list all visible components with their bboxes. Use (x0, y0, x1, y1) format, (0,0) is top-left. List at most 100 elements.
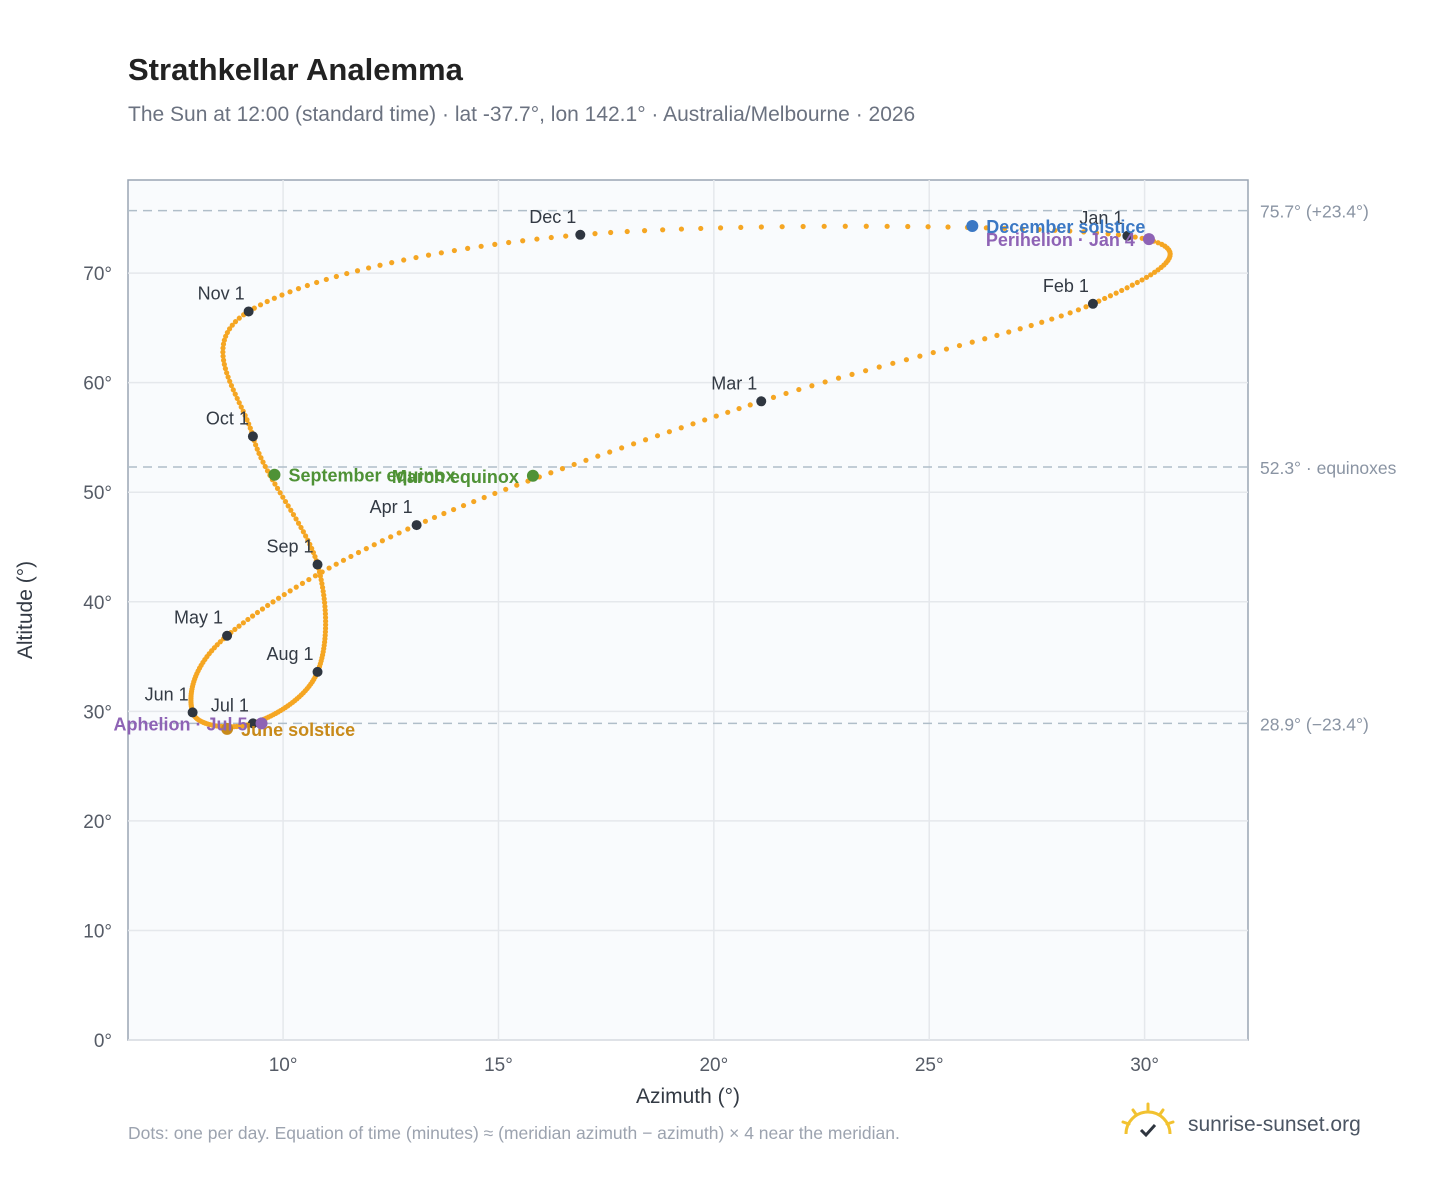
daily-dot (344, 270, 350, 277)
daily-dot (492, 241, 498, 247)
daily-dot (333, 273, 339, 280)
month-label: Dec 1 (529, 207, 576, 227)
daily-dot (287, 588, 293, 594)
daily-dot (312, 553, 318, 560)
month-marker (1122, 230, 1133, 241)
daily-dot (321, 600, 328, 606)
daily-dot (822, 379, 828, 385)
daily-dot (264, 468, 271, 474)
daily-dot (322, 614, 329, 621)
daily-dot (1067, 228, 1073, 234)
daily-dot (254, 446, 260, 452)
daily-dot (413, 254, 419, 261)
daily-dot (340, 557, 347, 563)
daily-dot (254, 609, 261, 616)
month-label: Apr 1 (370, 497, 413, 517)
daily-dot (348, 553, 354, 560)
daily-dot (930, 349, 936, 356)
daily-dot (319, 584, 326, 591)
axes: 10° 15° 20° 25° 30° 0° 10° 20° 30° 40° 50° 60° 70° Az… (14, 264, 1159, 1108)
daily-dot (320, 588, 326, 594)
month-label: Sep 1 (266, 537, 313, 557)
daily-dot (982, 336, 988, 342)
daily-dot (1119, 287, 1125, 294)
daily-dot (1017, 326, 1023, 332)
daily-dot (379, 538, 385, 544)
y-tick-label: 50° (83, 483, 112, 504)
daily-dot (271, 295, 277, 301)
daily-dot (520, 238, 526, 244)
daily-dot (307, 541, 313, 547)
daily-dot (842, 223, 848, 229)
daily-dot (303, 533, 309, 539)
daily-dot (943, 346, 950, 352)
daily-dot (246, 421, 252, 427)
y-tick-label: 40° (83, 593, 112, 614)
daily-dot (631, 441, 637, 447)
daily-dot (1049, 316, 1055, 322)
daily-dot (678, 425, 684, 431)
daily-dot (280, 494, 286, 500)
month-marker (243, 306, 254, 317)
daily-dot (300, 529, 306, 535)
month-label: Mar 1 (711, 373, 757, 393)
y-tick-label: 30° (83, 702, 112, 723)
daily-dot (713, 413, 719, 419)
daily-dot (258, 455, 264, 461)
daily-dot (796, 386, 802, 393)
month-marker (247, 431, 258, 442)
daily-dot (229, 322, 235, 328)
daily-dot (232, 626, 238, 632)
daily-dot (717, 225, 724, 231)
daily-dot (624, 228, 630, 235)
y-tick-label: 70° (83, 264, 112, 285)
footnote: Dots: one per day. Equation of time (min… (128, 1123, 900, 1143)
daily-dot (983, 225, 989, 231)
daily-dot (322, 603, 328, 610)
daily-dot (377, 262, 383, 268)
daily-dot (323, 276, 329, 283)
event-label: December solstice (986, 217, 1145, 237)
daily-dot (994, 332, 1000, 338)
daily-dot (1067, 310, 1073, 316)
event-marker (526, 469, 539, 482)
daily-dot (770, 394, 777, 400)
brand[interactable]: sunrise-sunset.org (1120, 1100, 1361, 1150)
daily-dot (608, 229, 614, 236)
daily-dot (1093, 230, 1100, 236)
daily-dot (275, 595, 282, 601)
daily-dot (277, 490, 283, 496)
daily-dot (326, 565, 332, 571)
event-label: March equinox (392, 467, 519, 487)
daily-dot (262, 463, 268, 470)
daily-dot (224, 370, 230, 376)
y-tick-label: 60° (83, 374, 112, 395)
daily-dot (272, 481, 278, 487)
daily-dot (321, 592, 327, 598)
daily-dot (1115, 232, 1122, 238)
daily-dot (450, 506, 457, 513)
daily-dot (690, 421, 696, 427)
daily-dot (287, 289, 293, 295)
daily-dot (884, 223, 890, 229)
daily-dot (698, 225, 704, 232)
event-marker (1142, 233, 1155, 246)
month-marker (247, 718, 258, 729)
daily-dot (236, 623, 242, 629)
daily-dot (441, 510, 447, 517)
month-label: Feb 1 (1043, 276, 1089, 296)
daily-dot (607, 449, 613, 455)
daily-dot (1028, 322, 1034, 329)
daily-dot (230, 387, 236, 393)
plot-area (127, 179, 1249, 1041)
daily-dot (401, 257, 407, 263)
daily-dot (282, 498, 289, 505)
daily-dot (270, 599, 276, 605)
daily-dot (821, 223, 827, 229)
month-marker (575, 229, 586, 240)
daily-dot (264, 298, 270, 305)
daily-dot (642, 437, 649, 443)
daily-dot (425, 252, 432, 258)
event-marker (268, 468, 281, 481)
month-marker (187, 707, 198, 718)
